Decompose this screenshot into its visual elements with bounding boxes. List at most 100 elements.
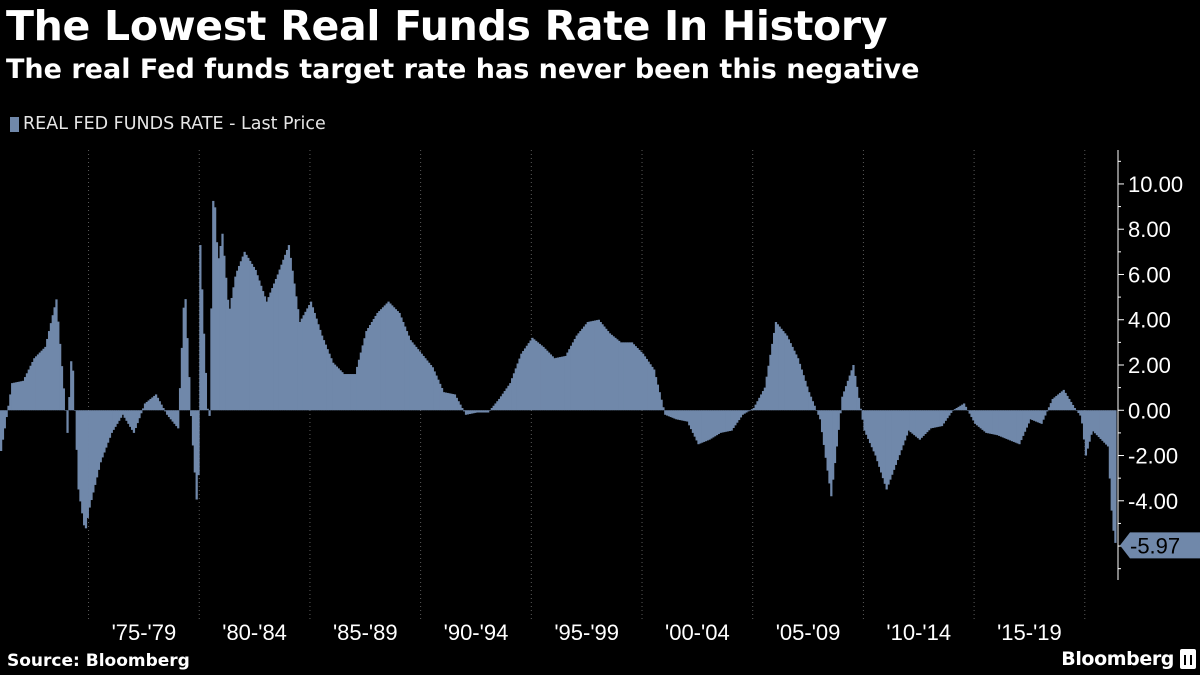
bar bbox=[424, 358, 427, 411]
bar bbox=[684, 410, 687, 422]
bar bbox=[726, 410, 730, 432]
bar bbox=[756, 401, 759, 411]
bars bbox=[0, 200, 1117, 543]
bar bbox=[536, 342, 540, 411]
bar bbox=[745, 410, 748, 413]
bar bbox=[1003, 410, 1006, 439]
y-tick-label: 4.00 bbox=[1128, 308, 1171, 333]
bar bbox=[963, 403, 966, 411]
bar bbox=[730, 410, 733, 431]
bar bbox=[619, 342, 623, 411]
bar bbox=[308, 305, 311, 411]
bar bbox=[747, 410, 750, 412]
bar bbox=[186, 338, 189, 411]
bar bbox=[785, 335, 789, 411]
bar bbox=[682, 410, 685, 421]
bar bbox=[606, 331, 610, 411]
bar bbox=[985, 410, 988, 433]
bar bbox=[852, 365, 855, 411]
bar bbox=[99, 410, 102, 463]
bar bbox=[173, 410, 176, 424]
bar bbox=[535, 340, 538, 411]
bar bbox=[418, 351, 422, 411]
bar bbox=[765, 376, 768, 411]
bar bbox=[1114, 410, 1117, 543]
bar bbox=[184, 299, 187, 411]
bar bbox=[944, 410, 947, 421]
bar bbox=[964, 406, 968, 411]
bar bbox=[621, 342, 624, 411]
bar bbox=[570, 345, 573, 411]
bar bbox=[84, 410, 88, 529]
bar bbox=[542, 346, 545, 411]
bar bbox=[924, 410, 927, 435]
bar bbox=[795, 354, 798, 411]
bar bbox=[265, 301, 268, 411]
bar bbox=[164, 410, 167, 412]
bar bbox=[273, 283, 276, 411]
bar bbox=[94, 410, 97, 485]
bar bbox=[749, 410, 752, 411]
bar bbox=[450, 393, 453, 411]
bar bbox=[549, 354, 553, 411]
bar bbox=[564, 355, 567, 411]
x-tick-label: '80-'84 bbox=[222, 620, 287, 645]
bar bbox=[1053, 397, 1056, 411]
bar bbox=[1084, 410, 1088, 456]
bar bbox=[59, 343, 62, 411]
bar bbox=[1105, 410, 1108, 445]
bar bbox=[1088, 410, 1091, 442]
bar bbox=[317, 324, 320, 411]
x-tick-label: '75-'79 bbox=[112, 620, 177, 645]
brand-wordmark: Bloomberg bbox=[1061, 648, 1174, 670]
bar bbox=[584, 324, 588, 411]
bar bbox=[123, 410, 126, 418]
bar bbox=[166, 410, 169, 415]
bar bbox=[533, 339, 536, 411]
bar bbox=[837, 410, 840, 430]
bar bbox=[926, 410, 929, 433]
bar bbox=[1027, 410, 1030, 424]
bar bbox=[368, 325, 372, 411]
bar bbox=[429, 365, 433, 411]
bar bbox=[953, 409, 957, 411]
bar bbox=[1092, 410, 1095, 432]
bar bbox=[97, 410, 101, 470]
bar bbox=[392, 307, 396, 411]
bar bbox=[721, 410, 724, 433]
bar bbox=[278, 269, 281, 411]
x-tick-label: '15-'19 bbox=[997, 620, 1062, 645]
bar bbox=[112, 410, 115, 430]
bar bbox=[459, 404, 462, 411]
bar bbox=[287, 245, 291, 411]
bar bbox=[153, 395, 156, 411]
bar bbox=[190, 410, 193, 417]
bar bbox=[850, 370, 853, 411]
bar bbox=[202, 333, 206, 411]
bar bbox=[577, 333, 580, 411]
bar bbox=[802, 375, 805, 411]
bar bbox=[177, 410, 180, 429]
bar bbox=[916, 410, 920, 439]
bar bbox=[407, 335, 410, 411]
bar bbox=[972, 410, 975, 421]
bar bbox=[370, 322, 374, 411]
bar bbox=[38, 352, 41, 411]
bar bbox=[955, 408, 958, 411]
bar bbox=[555, 357, 558, 411]
bar bbox=[439, 383, 442, 411]
bar bbox=[950, 410, 953, 413]
bar bbox=[1068, 398, 1071, 411]
bar bbox=[1110, 410, 1113, 511]
bar bbox=[800, 369, 803, 411]
bar bbox=[992, 410, 995, 435]
bar bbox=[145, 401, 148, 411]
bar bbox=[645, 358, 648, 411]
bar bbox=[654, 377, 658, 411]
bar bbox=[586, 322, 589, 411]
bar bbox=[863, 410, 866, 431]
bar bbox=[66, 410, 69, 433]
bar bbox=[1046, 410, 1049, 412]
bar bbox=[642, 353, 645, 411]
bar bbox=[1081, 410, 1084, 424]
